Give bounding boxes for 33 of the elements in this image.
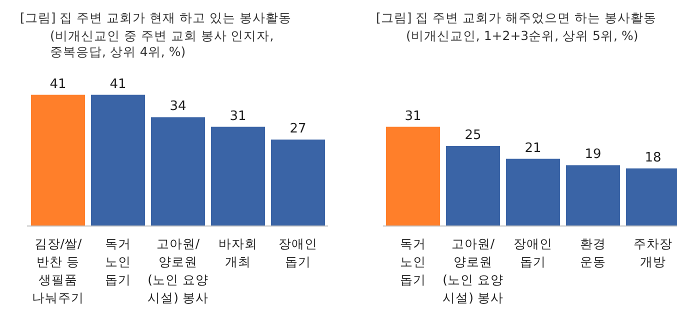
bar xyxy=(31,94,85,226)
chart-subtitle: (비개신교인 중 주변 교회 봉사 인지자, 중복응답, 상위 4위, %) xyxy=(50,28,274,59)
bar xyxy=(566,165,620,226)
bar xyxy=(151,117,205,226)
data-label: 41 xyxy=(50,76,66,92)
x-tick-label: 고아원/ 양로원 (노인 요양 시설) 봉사 xyxy=(442,236,504,305)
data-label: 19 xyxy=(584,147,602,162)
data-label: 31 xyxy=(230,108,246,124)
bar xyxy=(446,146,500,226)
bar xyxy=(386,126,440,226)
data-label: 25 xyxy=(464,128,482,143)
x-tick-label: 환경 운동 xyxy=(580,236,606,269)
data-label: 31 xyxy=(404,108,422,124)
bar xyxy=(506,158,560,226)
data-label: 18 xyxy=(644,150,662,166)
x-tick-label: 주차장 개방 xyxy=(634,236,672,269)
x-tick-label: 독거 노인 돕기 xyxy=(105,236,131,287)
chart-subtitle: (비개신교인, 1+2+3순위, 상위 5위, %) xyxy=(406,28,638,43)
data-label: 41 xyxy=(110,76,126,92)
x-tick-label: 바자회 개최 xyxy=(218,236,258,269)
chart-title: [그림] 집 주변 교회가 해주었으면 하는 봉사활동 xyxy=(376,10,657,25)
x-tick-label: 장애인 돕기 xyxy=(278,236,318,269)
data-label: 34 xyxy=(170,99,186,114)
data-label: 27 xyxy=(290,122,306,137)
x-tick-label: 장애인 돕기 xyxy=(514,236,552,269)
x-tick-label: 독거 노인 돕기 xyxy=(400,236,426,287)
chart-title: [그림] 집 주변 교회가 현재 하고 있는 봉사활동 xyxy=(20,10,292,25)
bar xyxy=(211,126,265,226)
bar xyxy=(91,94,145,226)
x-tick-label: 김장/쌀/ 반찬 등 생필품 나눠주기 xyxy=(32,236,84,305)
data-label: 21 xyxy=(524,140,542,156)
x-tick-label: 고아원/ 양로원 (노인 요양 시설) 봉사 xyxy=(148,236,208,305)
bar xyxy=(271,140,325,226)
